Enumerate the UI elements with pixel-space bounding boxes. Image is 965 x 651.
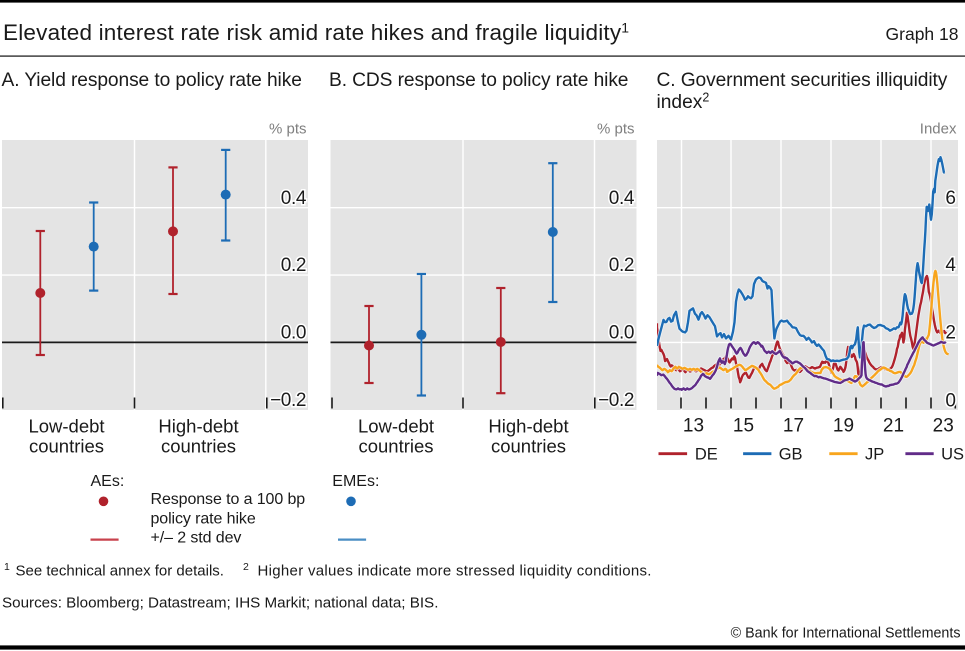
svg-text:19: 19: [833, 416, 854, 437]
svg-text:13: 13: [683, 416, 704, 437]
svg-text:0: 0: [945, 390, 956, 411]
svg-text:0.4: 0.4: [609, 188, 635, 209]
svg-text:+/– 2 std dev: +/– 2 std dev: [151, 530, 242, 547]
svg-text:% pts: % pts: [597, 121, 635, 138]
svg-text:Low-debt: Low-debt: [28, 416, 104, 437]
svg-text:Index: Index: [920, 121, 957, 138]
svg-text:AEs:: AEs:: [91, 473, 125, 490]
svg-text:Sources: Bloomberg; Datastream: Sources: Bloomberg; Datastream; IHS Mark…: [2, 595, 438, 612]
svg-text:−0.2: −0.2: [270, 390, 306, 411]
svg-text:Higher values indicate more st: Higher values indicate more stressed liq…: [258, 563, 652, 580]
svg-text:0.0: 0.0: [281, 323, 306, 344]
svg-text:Elevated interest rate risk am: Elevated interest rate risk amid rate hi…: [3, 20, 629, 46]
svg-text:B. CDS response to policy rate: B. CDS response to policy rate hike: [329, 70, 628, 91]
svg-text:A. Yield response to policy ra: A. Yield response to policy rate hike: [2, 70, 302, 91]
svg-text:C. Government securities illiq: C. Government securities illiquidity: [657, 70, 948, 91]
svg-text:JP: JP: [865, 446, 884, 464]
svg-text:0.2: 0.2: [281, 255, 306, 276]
svg-text:% pts: % pts: [269, 121, 307, 138]
svg-text:EMEs:: EMEs:: [332, 473, 379, 490]
svg-text:DE: DE: [695, 446, 718, 464]
svg-text:1: 1: [4, 561, 10, 573]
svg-text:−0.2: −0.2: [598, 390, 634, 411]
svg-text:See technical annex for detail: See technical annex for details.: [16, 563, 224, 580]
svg-text:0.2: 0.2: [609, 255, 634, 276]
svg-text:countries: countries: [161, 436, 236, 457]
svg-text:17: 17: [783, 416, 804, 437]
svg-text:Low-debt: Low-debt: [358, 416, 434, 437]
svg-text:High-debt: High-debt: [488, 416, 568, 437]
svg-text:countries: countries: [358, 436, 433, 457]
svg-text:High-debt: High-debt: [158, 416, 238, 437]
svg-text:0.4: 0.4: [281, 188, 307, 209]
svg-text:countries: countries: [491, 436, 566, 457]
svg-text:Response to a 100 bp: Response to a 100 bp: [151, 491, 306, 508]
svg-text:15: 15: [733, 416, 754, 437]
svg-text:US: US: [941, 446, 964, 464]
svg-text:GB: GB: [779, 446, 803, 464]
svg-text:Graph 18: Graph 18: [886, 24, 959, 44]
svg-text:policy rate hike: policy rate hike: [151, 511, 256, 528]
svg-text:2: 2: [945, 323, 956, 344]
svg-text:index2: index2: [657, 91, 710, 114]
svg-text:21: 21: [883, 416, 904, 437]
svg-text:2: 2: [243, 561, 249, 573]
svg-text:4: 4: [945, 255, 956, 276]
svg-text:countries: countries: [29, 436, 104, 457]
svg-text:© Bank for International Settl: © Bank for International Settlements: [731, 626, 961, 642]
svg-text:6: 6: [945, 188, 956, 209]
svg-text:23: 23: [933, 416, 954, 437]
svg-text:0.0: 0.0: [609, 323, 634, 344]
